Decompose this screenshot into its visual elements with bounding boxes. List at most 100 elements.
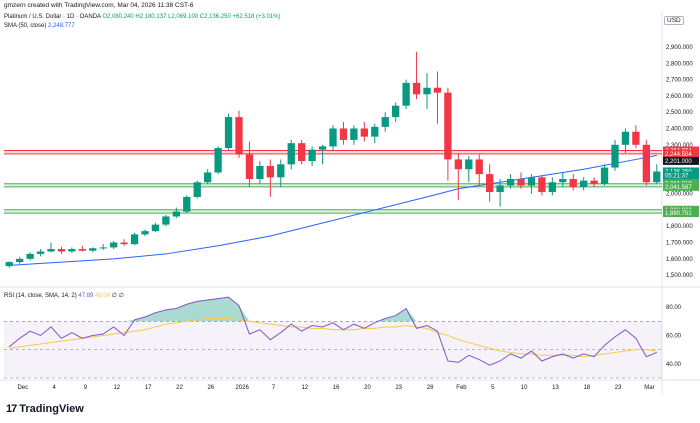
candle-body [204, 172, 212, 183]
price-tick-label: 2,700.000 [666, 78, 693, 84]
rsi-label: RSI (14, close, SMA, 14, 2) [4, 293, 77, 299]
price-tag-label: 2,201.000 [665, 159, 692, 165]
candle-body [89, 248, 97, 251]
candle-body [214, 148, 222, 173]
rsi-sma-line [9, 317, 657, 358]
candle-body [130, 234, 139, 245]
candle-body [381, 117, 389, 127]
rsi-tick-label: 80.00 [666, 305, 682, 311]
time-tick-label: 22 [176, 385, 183, 391]
time-tick-label: 23 [615, 385, 622, 391]
candle-body [444, 92, 452, 160]
time-tick-label: 4 [52, 385, 56, 391]
candle-body [475, 159, 483, 175]
price-tick-label: 2,000.000 [666, 192, 693, 198]
price-tag-label: 1,880.751 [665, 211, 692, 217]
price-tick-label: 1,800.000 [666, 224, 693, 230]
candle-body [517, 178, 525, 186]
candle-body [256, 165, 264, 179]
candle-body [653, 171, 661, 183]
sma-value: 2,248.777 [48, 23, 75, 29]
price-tag [663, 156, 699, 165]
candle-body [402, 82, 410, 106]
time-tick-label: 23 [395, 385, 402, 391]
candle-body [193, 182, 201, 197]
candle-body [580, 180, 588, 188]
candle-body [16, 258, 24, 263]
candle-body [538, 177, 546, 193]
time-tick-label: 13 [552, 385, 559, 391]
candle-body [412, 82, 421, 95]
tradingview-footer[interactable]: 17 TradingView [6, 403, 84, 415]
candle-body [162, 216, 170, 225]
candle-body [329, 128, 337, 147]
chart-caption: gmzern created with TradingView.com, Mar… [4, 2, 194, 9]
candle-body [224, 117, 233, 149]
price-tag [663, 182, 699, 191]
time-tick-label: Dec [17, 385, 28, 391]
candle-body [57, 249, 66, 252]
price-tick-label: 1,500.000 [666, 273, 693, 279]
candle-body [287, 143, 295, 165]
candle-body [172, 211, 180, 217]
candle-body [621, 131, 630, 145]
candle-body [339, 128, 348, 140]
candle-body [78, 249, 86, 251]
candle-body [548, 182, 556, 193]
candle-body [632, 131, 640, 145]
candle-body [465, 159, 473, 170]
price-tick-label: 2,500.000 [666, 110, 693, 116]
time-tick-label: Feb [456, 385, 467, 391]
symbol-name: Platinum / U.S. Dollar · 1D · OANDA [4, 14, 101, 20]
ohlc-values: O2,080.240 H2,180.137 L2,069.100 C2,136.… [102, 14, 281, 20]
rsi-overbought-fill [9, 297, 657, 322]
candle-body [36, 251, 45, 254]
price-tag-label: 2,244.504 [665, 152, 692, 158]
price-tag-label: 2,041.587 [665, 185, 692, 191]
time-tick-label: 26 [207, 385, 214, 391]
price-tag [663, 167, 699, 176]
sma-line [9, 154, 657, 266]
candle-body [611, 144, 619, 168]
price-zone [4, 183, 662, 187]
price-tag-label: 05:21:37 [665, 174, 689, 180]
candle-body [26, 253, 34, 259]
time-tick-label: 9 [84, 385, 88, 391]
candle-body [47, 249, 55, 252]
currency-badge[interactable]: USD [664, 16, 684, 25]
candle-body [183, 196, 191, 212]
price-tick-label: 2,300.000 [666, 143, 693, 149]
time-tick-label: 2026 [235, 385, 249, 391]
sma-legend: SMA (50, close) 2,248.777 [4, 23, 75, 29]
candle-body [99, 247, 107, 249]
rsi-extra: ∅ ∅ [111, 293, 124, 299]
time-tick-label: 16 [333, 385, 340, 391]
price-tick-label: 2,600.000 [666, 94, 693, 100]
time-tick-label: Mar [644, 385, 654, 391]
sma-label: SMA (50, close) [4, 23, 47, 29]
candle-body [486, 174, 494, 193]
time-tick-label: 20 [364, 385, 371, 391]
candle-body [506, 178, 515, 186]
rsi-value: 47.89 [78, 293, 94, 299]
tradingview-brand: TradingView [19, 403, 84, 415]
candle-body [433, 87, 442, 93]
candle-body [298, 143, 306, 162]
price-tag [663, 171, 699, 180]
rsi-tick-label: 40.00 [666, 362, 682, 368]
time-tick-label: 7 [272, 385, 276, 391]
candle-body [68, 249, 76, 252]
candle-body [360, 128, 368, 137]
candle-body [527, 177, 536, 186]
price-tag [663, 149, 699, 158]
price-tag [663, 209, 699, 218]
candle-body [423, 87, 431, 95]
price-zone [4, 150, 662, 154]
candle-body [5, 262, 13, 267]
rsi-sma-value: 49.08 [95, 293, 111, 299]
price-tick-label: 2,400.000 [666, 126, 693, 132]
symbol-legend: Platinum / U.S. Dollar · 1D · OANDA O2,0… [4, 14, 281, 20]
time-tick-label: 12 [113, 385, 120, 391]
candle-body [569, 178, 577, 188]
